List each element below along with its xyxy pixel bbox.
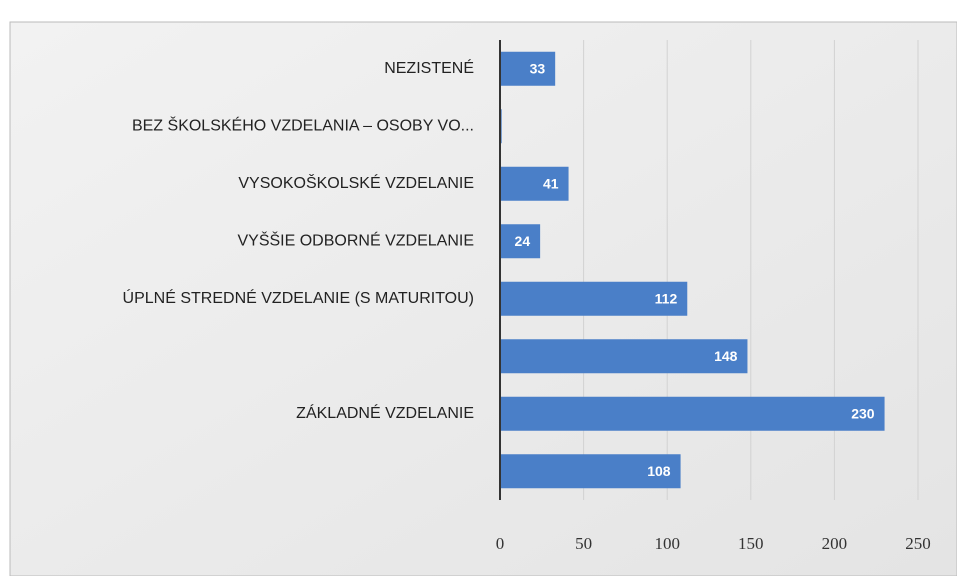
x-tick-label: 50	[575, 534, 592, 553]
bar	[500, 454, 681, 489]
bar	[500, 396, 885, 431]
data-label: 41	[543, 175, 559, 191]
bar	[500, 166, 569, 201]
bar	[500, 339, 748, 374]
data-label: 24	[515, 233, 531, 249]
x-tick-label: 200	[822, 534, 848, 553]
y-tick-label: BEZ ŠKOLSKÉHO VZDELANIA – OSOBY VO...	[132, 115, 474, 134]
data-label: 230	[851, 405, 875, 421]
y-tick-label: ÚPLNÉ STREDNÉ VZDELANIE (S MATURITOU)	[123, 288, 474, 307]
bar	[500, 224, 541, 259]
chart-area	[9, 21, 957, 576]
x-tick-label: 150	[738, 534, 764, 553]
data-label: 148	[714, 348, 738, 364]
data-label: 112	[655, 290, 678, 306]
y-tick-label: ZÁKLADNÉ VZDELANIE	[296, 403, 474, 422]
y-tick-label: NEZISTENÉ	[384, 58, 474, 77]
x-tick-label: 250	[905, 534, 931, 553]
bar	[500, 51, 556, 86]
y-tick-label: VYŠŠIE ODBORNÉ VZDELANIE	[237, 230, 474, 249]
x-tick-label: 100	[654, 534, 680, 553]
data-label: 33	[530, 60, 546, 76]
bar	[500, 281, 688, 316]
y-tick-label: VYSOKOŠKOLSKÉ VZDELANIE	[238, 173, 474, 192]
x-tick-label: 0	[496, 534, 505, 553]
data-label: 108	[647, 463, 671, 479]
